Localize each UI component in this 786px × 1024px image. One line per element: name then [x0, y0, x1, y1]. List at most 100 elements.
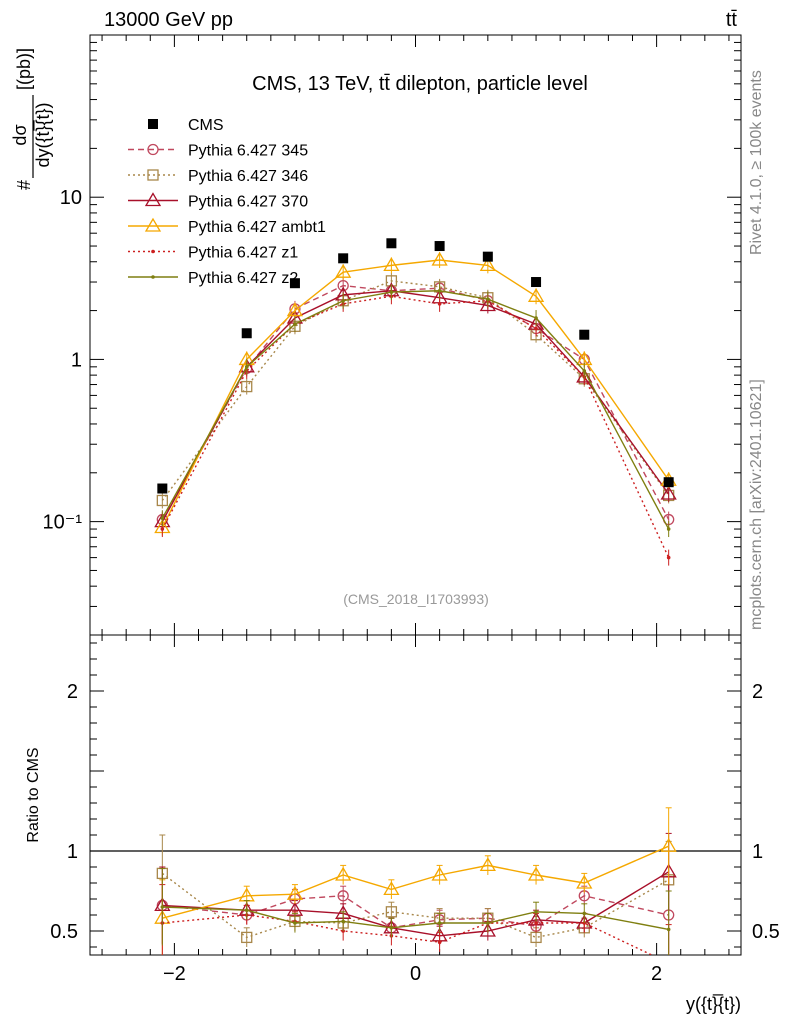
point-ambt1 — [335, 263, 352, 278]
main-y-label: # dσ dy({t}̅{t}) [(pb)] — [10, 48, 53, 190]
point-z1 — [534, 326, 538, 331]
legend-marker-p346 — [147, 169, 159, 181]
y-label-prefix: # — [14, 180, 34, 190]
ratio-point-z2 — [160, 905, 165, 909]
point-CMS — [241, 328, 252, 339]
ratio-axes: −2 0 2 0.5 0.5 1 1 2 2 — [50, 635, 780, 985]
point-ambt1 — [431, 251, 448, 266]
point-CMS — [482, 251, 493, 262]
series-line-z2 — [161, 290, 670, 530]
legend-item-p345: Pythia 6.427 345 — [128, 143, 308, 160]
point-z2 — [341, 298, 345, 303]
ratio-series-p370 — [154, 832, 677, 946]
legend-label-z2: Pythia 6.427 z2 — [188, 270, 298, 287]
y-label-numerator: dσ — [10, 124, 30, 145]
point-z2 — [486, 297, 490, 302]
legend-label-p346: Pythia 6.427 346 — [188, 168, 308, 185]
ratio-series-group — [154, 807, 677, 965]
legend-item-p370: Pythia 6.427 370 — [128, 192, 308, 211]
series-line-z1 — [161, 295, 670, 558]
ratio-point-z2 — [666, 927, 671, 932]
ratio-series-ambt1 — [154, 807, 677, 955]
point-p370 — [660, 485, 677, 500]
main-axes: 10⁻¹ 1 10 — [43, 35, 741, 636]
point-z1 — [666, 555, 671, 560]
ratio-point-z1 — [534, 921, 538, 925]
ratio-series-z2 — [159, 868, 672, 955]
main-y-tick-label: 10 — [60, 187, 82, 209]
x-tick-label: 2 — [651, 963, 662, 985]
legend-item-CMS: CMS — [148, 117, 224, 134]
ratio-point-p346 — [241, 931, 253, 944]
series-line-p346 — [161, 280, 670, 501]
ratio-y-tick-label-right: 2 — [752, 681, 763, 703]
legend-label-z1: Pythia 6.427 z1 — [188, 245, 298, 262]
point-p346 — [241, 380, 253, 393]
legend-marker-ambt1 — [144, 217, 162, 232]
point-z2 — [666, 527, 671, 531]
series-p346 — [156, 272, 675, 509]
series-line-p345 — [161, 284, 670, 520]
y-label-denominator: dy({t}̅{t}) — [33, 102, 53, 167]
ratio-point-z2 — [341, 919, 345, 924]
point-z2 — [582, 369, 587, 373]
main-y-tick-label: 10⁻¹ — [43, 512, 83, 534]
ratio-point-ambt1 — [576, 874, 593, 889]
chart-title: CMS, 13 TeV, tt̄ dilepton, particle leve… — [252, 73, 588, 95]
ratio-y-tick-label-right: 0.5 — [752, 921, 780, 943]
point-ambt1 — [383, 257, 400, 272]
point-ambt1 — [527, 287, 545, 302]
series-line-p370 — [161, 290, 670, 522]
point-z2 — [437, 288, 442, 293]
legend-marker-CMS — [148, 119, 158, 129]
point-p346 — [156, 494, 168, 507]
point-z2 — [244, 365, 249, 369]
series-line-ambt1 — [161, 259, 670, 528]
ratio-series-p346 — [156, 834, 675, 947]
ratio-y-tick-label: 2 — [67, 681, 78, 703]
ratio-y-tick-label: 1 — [67, 841, 78, 863]
ratio-line-p346 — [161, 872, 670, 939]
ratio-y-tick-label: 0.5 — [50, 921, 78, 943]
series-z2 — [160, 282, 671, 538]
main-series-group — [154, 238, 677, 566]
legend-label-p345: Pythia 6.427 345 — [188, 143, 308, 160]
ratio-point-p345 — [337, 890, 349, 902]
ratio-point-z2 — [582, 911, 587, 916]
energy-label: 13000 GeV pp — [104, 9, 233, 31]
ratio-point-ambt1 — [383, 881, 400, 896]
ratio-point-z2 — [389, 926, 394, 930]
point-z1 — [160, 527, 165, 531]
point-CMS — [663, 477, 674, 488]
point-CMS — [289, 278, 300, 289]
ratio-point-z1 — [437, 940, 442, 944]
ratio-y-tick-label-right: 1 — [752, 841, 763, 863]
series-CMS — [157, 238, 674, 494]
ratio-point-z2 — [486, 921, 490, 925]
point-CMS — [434, 241, 445, 252]
ratio-line-z1 — [162, 914, 654, 955]
mcplots-label: mcplots.cern.ch [arXiv:2401.10621] — [748, 379, 765, 630]
legend-marker-p370 — [144, 192, 162, 207]
legend-marker-z1 — [151, 249, 155, 254]
analysis-reference: (CMS_2018_I1703993) — [343, 591, 489, 607]
point-z2 — [389, 290, 394, 294]
point-ambt1 — [479, 257, 496, 272]
ratio-point-z2 — [534, 910, 538, 914]
ratio-point-ambt1 — [286, 885, 304, 900]
ratio-point-ambt1 — [335, 866, 352, 881]
legend-marker-p345 — [147, 143, 159, 156]
ratio-line-p370 — [162, 871, 670, 937]
point-p370 — [479, 297, 496, 312]
point-CMS — [531, 277, 542, 288]
ratio-point-z2 — [293, 921, 297, 925]
point-z2 — [293, 322, 297, 326]
ratio-point-ambt1 — [431, 866, 448, 881]
ratio-line-z2 — [162, 906, 669, 931]
x-tick-label: 0 — [410, 963, 421, 985]
point-CMS — [579, 329, 590, 340]
legend: CMS Pythia 6.427 345 Pythia 6.427 346 Pythi… — [128, 117, 326, 287]
point-z2 — [160, 516, 165, 520]
ratio-point-z1 — [667, 961, 671, 965]
